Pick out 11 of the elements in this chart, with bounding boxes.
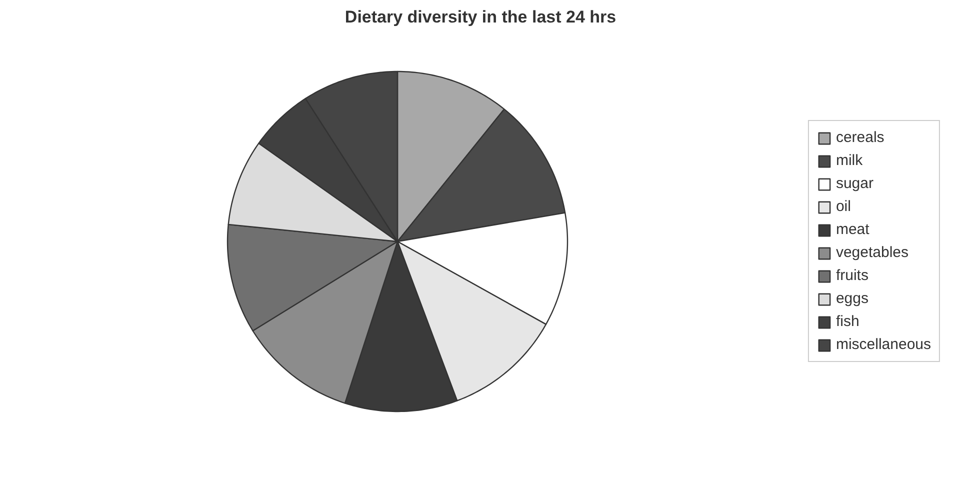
legend-label: fish [836,313,860,330]
legend-label: milk [836,152,863,169]
legend-label: cereals [836,129,884,146]
chart-title: Dietary diversity in the last 24 hrs [344,8,616,26]
legend-label: miscellaneous [836,336,931,353]
legend-label: vegetables [836,244,909,261]
legend-label: fruits [836,267,868,284]
legend-label: sugar [836,175,874,192]
legend-label: eggs [836,290,868,307]
legend-label: meat [836,221,870,238]
legend-label: oil [836,198,852,215]
